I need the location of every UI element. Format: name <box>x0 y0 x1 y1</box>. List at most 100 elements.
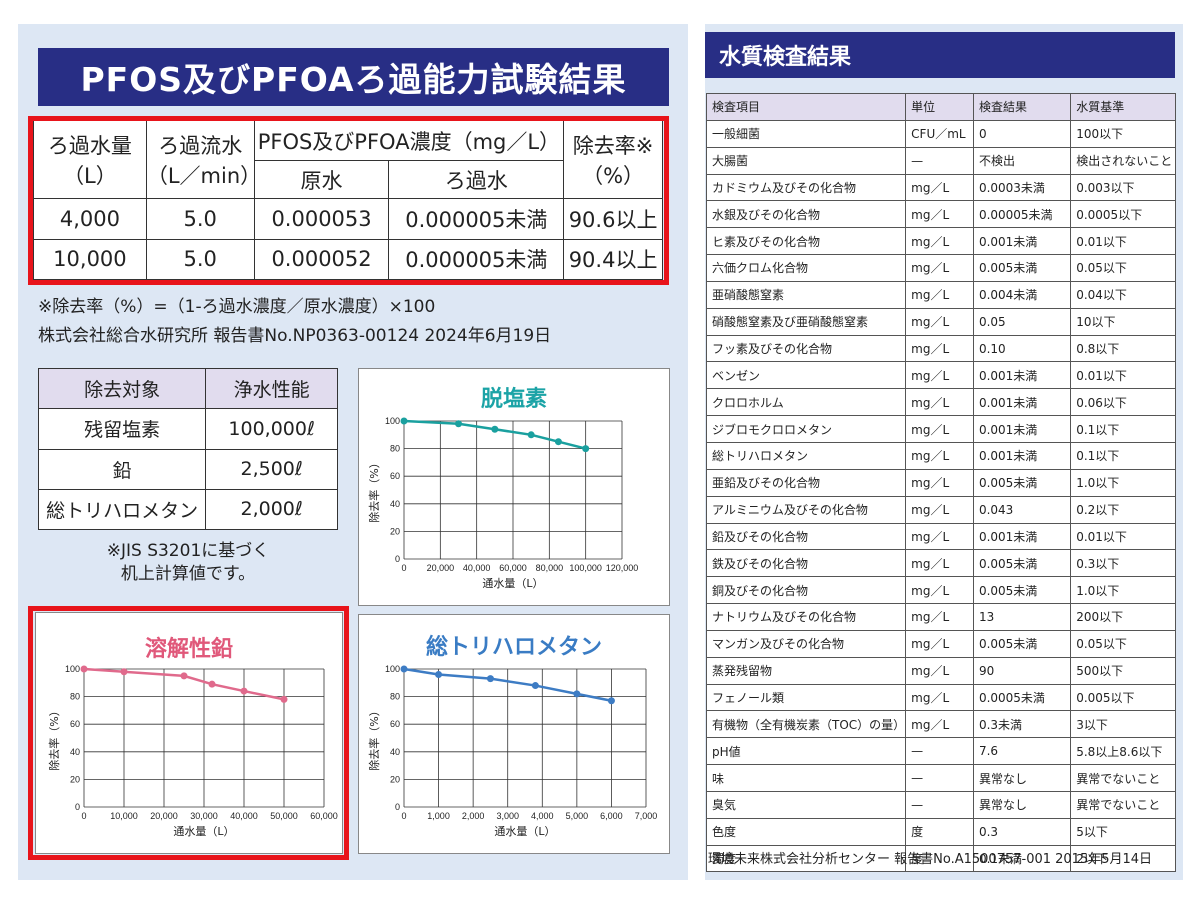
table-cell: 臭気 <box>705 790 907 819</box>
pfos-results-table: ろ過水量 （L） ろ過流水 （L／min） PFOS及びPFOA濃度（mg／L） 除… <box>33 119 663 281</box>
table-cell: 異常でないこと <box>1070 764 1176 792</box>
table-cell: 0.0005以下 <box>1070 200 1176 229</box>
table-cell: — <box>905 790 974 819</box>
x-tick-label: 4,000 <box>531 811 554 821</box>
table-row: 亜鉛及びその化合物 mg／L 0.005未満 1.0以下 <box>705 468 1176 497</box>
table-row: 水銀及びその化合物 mg／L 0.00005未満 0.0005以下 <box>705 200 1176 229</box>
table-cell: 5以下 <box>1070 817 1176 846</box>
table-cell: 4,000 <box>33 198 147 240</box>
data-point <box>120 668 128 676</box>
table-cell: — <box>905 764 974 792</box>
table-cell: mg／L <box>905 200 974 229</box>
x-tick-label: 60,000 <box>499 563 527 573</box>
table-cell: 硝酸態窒素及び亜硝酸態窒素 <box>705 307 907 336</box>
table-cell: 0.3以下 <box>1070 549 1176 578</box>
table-row: 4,000 5.0 0.000053 0.000005未満 90.6以上 <box>33 198 663 240</box>
table-cell: ナトリウム及びその化合物 <box>705 603 907 631</box>
table-row: 鉛 2,500ℓ <box>37 448 338 490</box>
table-cell: 有機物（全有機炭素（TOC）の量） <box>705 710 907 739</box>
table-cell: 2,000ℓ <box>205 488 338 531</box>
table-row: 10,000 5.0 0.000052 0.000005未満 90.4以上 <box>33 238 663 281</box>
table-cell: mg／L <box>905 549 974 578</box>
x-tick-label: 7,000 <box>635 811 658 821</box>
pfos-title-banner: PFOS及びPFOAろ過能力試験結果 <box>38 48 669 106</box>
data-point <box>400 417 408 425</box>
x-tick-label: 20,000 <box>427 563 455 573</box>
table-row: 鉄及びその化合物 mg／L 0.005未満 0.3以下 <box>705 549 1176 578</box>
header-target: 除去対象 <box>37 367 207 410</box>
x-tick-label: 40,000 <box>230 811 258 821</box>
table-cell: mg／L <box>905 307 974 336</box>
data-point <box>208 680 216 688</box>
table-cell: 亜硝酸態窒素 <box>705 280 907 309</box>
table-cell: 0.003以下 <box>1070 173 1176 202</box>
pfos-report-citation: 株式会社総合水研究所 報告書No.NP0363-00124 2024年6月19日 <box>38 326 552 346</box>
chart-plot: 0 1,000 2,000 3,000 4,000 5,000 6,000 7,000 0 20 4… <box>367 664 658 838</box>
table-cell: mg／L <box>905 415 974 443</box>
table-cell: mg／L <box>905 656 974 685</box>
table-cell: 13 <box>972 603 1072 631</box>
table-cell: mg／L <box>905 173 974 202</box>
table-row: 銅及びその化合物 mg／L 0.005未満 1.0以下 <box>705 576 1176 605</box>
table-row: 臭気 — 異常なし 異常でないこと <box>705 790 1176 819</box>
table-cell: 7.6 <box>972 737 1072 766</box>
data-point <box>455 420 462 428</box>
table-cell: 3以下 <box>1070 710 1176 739</box>
chart-title: 溶解性鉛 <box>144 637 233 662</box>
data-point <box>554 438 562 446</box>
table-cell: mg／L <box>905 388 974 417</box>
table-row: 色度度 0.3 5以下 <box>705 817 1176 846</box>
table-cell: 異常なし <box>972 764 1072 792</box>
table-cell: 0 <box>972 119 1072 148</box>
table-cell: mg／L <box>905 495 974 524</box>
x-tick-label: 120,000 <box>606 563 639 573</box>
table-cell: 5.0 <box>145 198 255 240</box>
table-cell: 2,500ℓ <box>205 448 338 490</box>
table-cell: 100以下 <box>1070 119 1176 148</box>
table-cell: 0.000005未満 <box>388 238 565 281</box>
data-point <box>607 697 615 705</box>
data-point <box>531 682 539 690</box>
table-cell: 5.8以上8.6以下 <box>1070 737 1176 766</box>
table-row: 総トリハロメタン mg／L 0.001未満 0.1以下 <box>705 441 1176 470</box>
x-tick-label: 80,000 <box>536 563 564 573</box>
header-performance: 浄水性能 <box>205 367 338 410</box>
water-quality-report-citation: 環境未来株式会社分析センター 報告書No.A1500757-001 2015年5… <box>708 852 1153 867</box>
table-cell: — <box>905 146 974 175</box>
table-cell: 総トリハロメタン <box>37 488 207 531</box>
table-row: 味 — 異常なし 異常でないこと <box>705 764 1176 792</box>
chart-title: 総トリハロメタン <box>425 635 602 660</box>
header-flow: ろ過流水 （L／min） <box>145 119 261 200</box>
table-cell: 500以下 <box>1070 656 1176 685</box>
table-cell: フェノール類 <box>705 683 907 712</box>
y-tick-label: 40 <box>390 499 400 509</box>
table-cell: mg／L <box>905 576 974 605</box>
chart-soluble-lead: 溶解性鉛 0 10,000 20,000 30,000 40,000 50,000 60,0… <box>35 612 343 854</box>
table-cell: 0.043 <box>972 495 1072 524</box>
table-cell: 六価クロム化合物 <box>705 254 907 282</box>
table-cell: 鉄及びその化合物 <box>705 549 907 578</box>
y-tick-label: 0 <box>395 802 400 812</box>
x-tick-label: 30,000 <box>190 811 218 821</box>
table-cell: 2以下 <box>1070 844 1176 873</box>
table-cell: 0.01以下 <box>1070 522 1176 551</box>
table-cell: 200以下 <box>1070 603 1176 631</box>
table-cell: 異常なし <box>972 790 1072 819</box>
removal-rate-note: ※除去率（%）=（1-ろ過水濃度／原水濃度）×100 <box>38 297 436 317</box>
table-cell: 銅及びその化合物 <box>705 576 907 605</box>
table-cell: 0.05以下 <box>1070 254 1176 282</box>
table-cell: 0.000052 <box>253 238 390 281</box>
table-cell: 0.1未満 <box>972 844 1072 873</box>
table-cell: 0.005未満 <box>972 254 1072 282</box>
table-cell: mg／L <box>905 441 974 470</box>
table-cell: 0.005未満 <box>972 468 1072 497</box>
header-filtered-water: ろ過水 <box>388 160 565 200</box>
table-cell: 0.3 <box>972 817 1072 846</box>
header-item: 検査項目 <box>705 93 907 121</box>
table-cell: 0.00005未満 <box>972 200 1072 229</box>
y-tick-label: 60 <box>390 719 400 729</box>
table-cell: mg／L <box>905 334 974 363</box>
table-cell: 0.06以下 <box>1070 388 1176 417</box>
table-cell: フッ素及びその化合物 <box>705 334 907 363</box>
table-cell: マンガン及びその化合物 <box>705 629 907 658</box>
